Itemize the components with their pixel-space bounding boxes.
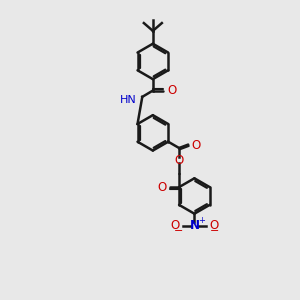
Text: +: + xyxy=(198,216,205,225)
Text: O: O xyxy=(158,181,167,194)
Text: HN: HN xyxy=(120,95,136,105)
Text: O: O xyxy=(174,154,184,166)
Text: −: − xyxy=(210,226,219,236)
Text: O: O xyxy=(168,84,177,97)
Text: O: O xyxy=(209,219,218,232)
Text: −: − xyxy=(174,226,183,236)
Text: O: O xyxy=(170,219,179,232)
Text: O: O xyxy=(191,139,200,152)
Text: N: N xyxy=(189,219,200,232)
